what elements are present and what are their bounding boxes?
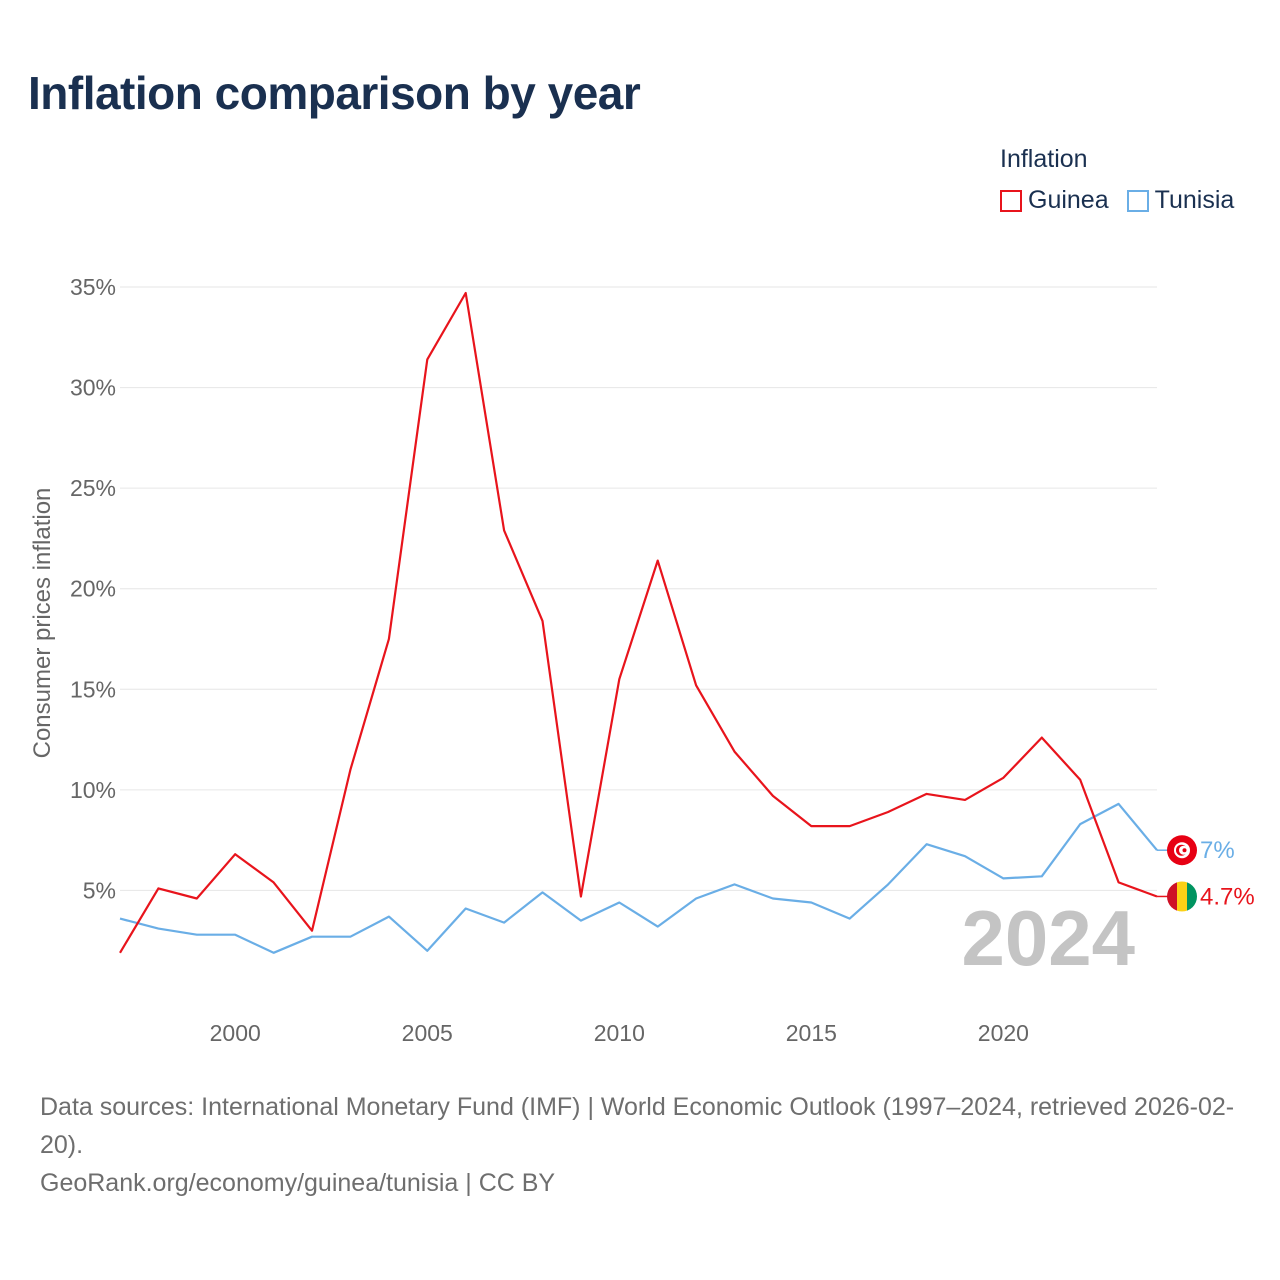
source-link[interactable]: GeoRank.org/economy/guinea/tunisia | CC … [40, 1169, 556, 1197]
end-value-label-guinea: 4.7% [1200, 883, 1255, 910]
data-series [119, 291, 1158, 954]
legend-label-tunisia: Tunisia [1154, 186, 1235, 214]
legend-item-guinea[interactable]: Guinea [1000, 186, 1109, 215]
x-tick-label: 2015 [786, 1020, 837, 1046]
data-sources: Data sources: International Monetary Fun… [40, 1093, 1235, 1159]
y-tick-label: 20% [70, 576, 116, 602]
x-axis-ticks: 2000 2005 2010 2015 2020 [210, 1020, 1029, 1046]
legend-item-tunisia[interactable]: Tunisia [1126, 186, 1235, 215]
line-chart: 5% 10% 15% 20% 25% 30% 35% 2000 2005 2010 2015 202… [29, 274, 1255, 1046]
legend-title: Inflation [1000, 145, 1088, 173]
x-tick-label: 2020 [978, 1020, 1029, 1046]
chart-title: Inflation comparison by year [28, 67, 641, 119]
guinea-flag-green [1187, 881, 1197, 912]
gridlines [120, 286, 1157, 891]
series-line-tunisia [119, 802, 1158, 954]
end-value-label-tunisia: 7% [1200, 837, 1235, 864]
legend-label-guinea: Guinea [1028, 186, 1109, 214]
footer: Data sources: International Monetary Fun… [40, 1088, 1250, 1202]
legend-swatch-tunisia [1126, 189, 1149, 212]
end-markers: 4.7% 7% [1157, 835, 1255, 912]
y-tick-label: 10% [70, 777, 116, 803]
x-tick-label: 2010 [594, 1020, 645, 1046]
y-tick-label: 5% [83, 877, 116, 903]
series-line-guinea [119, 291, 1158, 954]
guinea-flag-icon [1167, 881, 1197, 912]
y-tick-label: 30% [70, 375, 116, 401]
year-watermark: 2024 [961, 894, 1135, 982]
x-tick-label: 2000 [210, 1020, 261, 1046]
y-axis-ticks: 5% 10% 15% 20% 25% 30% 35% [70, 274, 116, 903]
y-tick-label: 35% [70, 274, 116, 300]
legend: Guinea Tunisia [1000, 186, 1252, 215]
legend-swatch-guinea [1000, 189, 1022, 212]
y-axis-label: Consumer prices inflation [29, 488, 56, 759]
y-tick-label: 25% [70, 475, 116, 501]
guinea-flag-yellow [1177, 881, 1187, 912]
y-tick-label: 15% [70, 676, 116, 702]
tunisia-flag-star [1182, 848, 1187, 853]
x-tick-label: 2005 [402, 1020, 453, 1046]
guinea-flag-red [1167, 881, 1177, 912]
